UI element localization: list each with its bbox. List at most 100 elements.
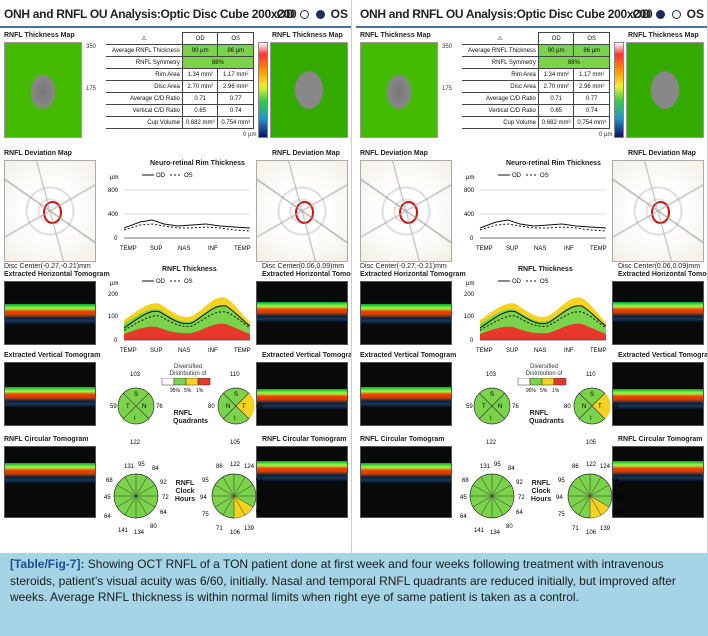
horizontal-tomogram-os [256, 281, 348, 345]
legend-od: OD [156, 279, 166, 285]
clock-os-value: 124 [600, 464, 611, 470]
rim-os-line [123, 223, 251, 232]
thickness-map-label-od: RNFL Thickness Map [360, 32, 431, 39]
quad-divider [122, 392, 150, 420]
rim-thickness-chart: µm OD OS 800 400 0 TEMP SUP NAS INF TEMP [108, 173, 251, 252]
clock-od-value: 95 [494, 462, 501, 468]
rnfl-xtick: SUP [150, 348, 162, 354]
rnfl-xtick: NAS [534, 348, 546, 354]
clock-os-value: 94 [200, 495, 207, 501]
clock-od-value: 80 [506, 524, 513, 530]
rim-xtick: SUP [150, 246, 162, 252]
quadrants-label: RNFL Quadrants [173, 410, 209, 425]
clock-od: 131 95 84 92 72 64 80 134 141 64 45 68 [104, 462, 169, 536]
rim-chart-title: Neuro-retinal Rim Thickness [150, 160, 245, 167]
rnfl-thickness-chart: µm OD OS 200 100 0 TEMP SUP NAS INF TEMP [464, 279, 607, 354]
quad-od-left: 59 [466, 404, 473, 410]
circular-tomogram-os [612, 446, 704, 518]
report-title: ONH and RNFL OU Analysis:Optic Disc Cube… [4, 7, 297, 21]
clock-od-value: 131 [480, 464, 491, 470]
vtomo-label-od: Extracted Vertical Tomogram [360, 352, 457, 359]
ctomo-label-od: RNFL Circular Tomogram [360, 436, 445, 443]
clock-os-yellow [234, 496, 253, 515]
eye-selector[interactable]: OD OS [277, 7, 348, 21]
legend-os: OS [184, 279, 193, 285]
table-row: RNFL Symmetry 88% [462, 56, 611, 69]
os-radio-icon[interactable] [316, 10, 326, 19]
thickness-map-label-od: RNFL Thickness Map [4, 32, 75, 39]
metrics-table: ⚠ OD OS Average RNFL Thickness 90 µm 86 µm R… [462, 32, 611, 129]
distribution-legend: 95% 5% 1% [161, 378, 211, 394]
os-radio-icon[interactable] [672, 10, 682, 19]
rnfl-xtick: TEMP [120, 348, 137, 354]
distribution-legend: 95% 5% 1% [517, 378, 567, 394]
clock-od-value: 72 [162, 495, 169, 501]
thickness-map-label-os: RNFL Thickness Map [628, 32, 699, 39]
scale-mid: 175 [442, 86, 453, 92]
od-radio-icon[interactable] [655, 10, 665, 19]
od-radio-icon[interactable] [299, 10, 309, 19]
htomo-label-od: Extracted Horizontal Tomogram [4, 271, 110, 278]
rim-xtick: SUP [506, 246, 518, 252]
quad-os-left: 80 [564, 404, 571, 410]
quad-od-left: 59 [110, 404, 117, 410]
clock-od-value: 64 [104, 514, 111, 520]
clock-os-value: 106 [230, 530, 241, 536]
table-row: Average C/D Ratio 0.71 0.77 [462, 92, 610, 105]
clock-os-value: 86 [216, 464, 223, 470]
quad-os-top: 110 [586, 372, 596, 378]
clock-os-value: 122 [230, 462, 241, 468]
quad-od-bottom: 122 [486, 440, 497, 446]
quad-od-top: 103 [486, 372, 497, 378]
vertical-tomogram-os [256, 362, 348, 426]
rim-xtick: TEMP [476, 246, 493, 252]
warning-icon: ⚠ [141, 35, 147, 42]
clock-os-yellow [590, 496, 609, 515]
rnfl-ytick: 200 [464, 292, 475, 298]
rim-xtick: INF [208, 246, 218, 252]
quad-divider [222, 392, 250, 420]
quad-n: N [226, 404, 230, 410]
rim-unit: µm [466, 175, 474, 181]
clock-od-value: 92 [516, 480, 523, 486]
quad-os-temporal-yellow [592, 393, 611, 419]
clock-od-value: 141 [118, 528, 129, 534]
rim-xtick: TEMP [234, 246, 251, 252]
rnfl-ytick: 200 [108, 292, 119, 298]
quad-i: I [134, 416, 136, 422]
clock-os-value: 56 [256, 510, 263, 516]
clock-od: 131 95 84 92 72 64 80 134 141 64 45 68 [460, 462, 525, 536]
rim-xtick: INF [564, 246, 574, 252]
caption-label: [Table/Fig-7]: [10, 557, 85, 571]
rim-ytick: 800 [464, 188, 475, 194]
deviation-label-os: RNFL Deviation Map [628, 150, 696, 157]
legend-pct: 95% [170, 388, 181, 394]
rim-ytick: 0 [114, 236, 118, 242]
quad-divider [478, 392, 506, 420]
rim-od-line [123, 219, 251, 229]
htomo-label-od: Extracted Horizontal Tomogram [360, 271, 466, 278]
clock-os-value: 95 [558, 478, 565, 484]
quad-i: I [590, 416, 592, 422]
clock-os-value: 54 [256, 478, 263, 484]
disc-center-od: Disc Center(-0.27,-0.21)mm [360, 263, 447, 270]
clock-os-value: 139 [244, 526, 255, 532]
htomo-label-os: Extracted Horizontal Tomogram [262, 271, 351, 278]
clock-od-value: 84 [508, 466, 515, 472]
clock-od-value: 134 [490, 530, 501, 536]
clock-od-value: 45 [460, 495, 467, 501]
vtomo-label-os: Extracted Vertical Tomogram [262, 352, 352, 359]
eye-selector[interactable]: OD OS [633, 7, 704, 21]
col-os: OS [573, 32, 610, 45]
disc-center-od: Disc Center(-0.27,-0.21)mm [4, 263, 91, 270]
col-od: OD [537, 32, 575, 45]
quad-t: T [598, 404, 602, 410]
os-label: OS [686, 7, 704, 21]
clock-os-value: 71 [216, 526, 223, 532]
legend-od: OD [156, 173, 166, 179]
clock-od-value: 45 [104, 495, 111, 501]
quad-od-bottom: 122 [130, 440, 141, 446]
legend-os: OS [540, 279, 549, 285]
quad-s: S [234, 392, 238, 398]
